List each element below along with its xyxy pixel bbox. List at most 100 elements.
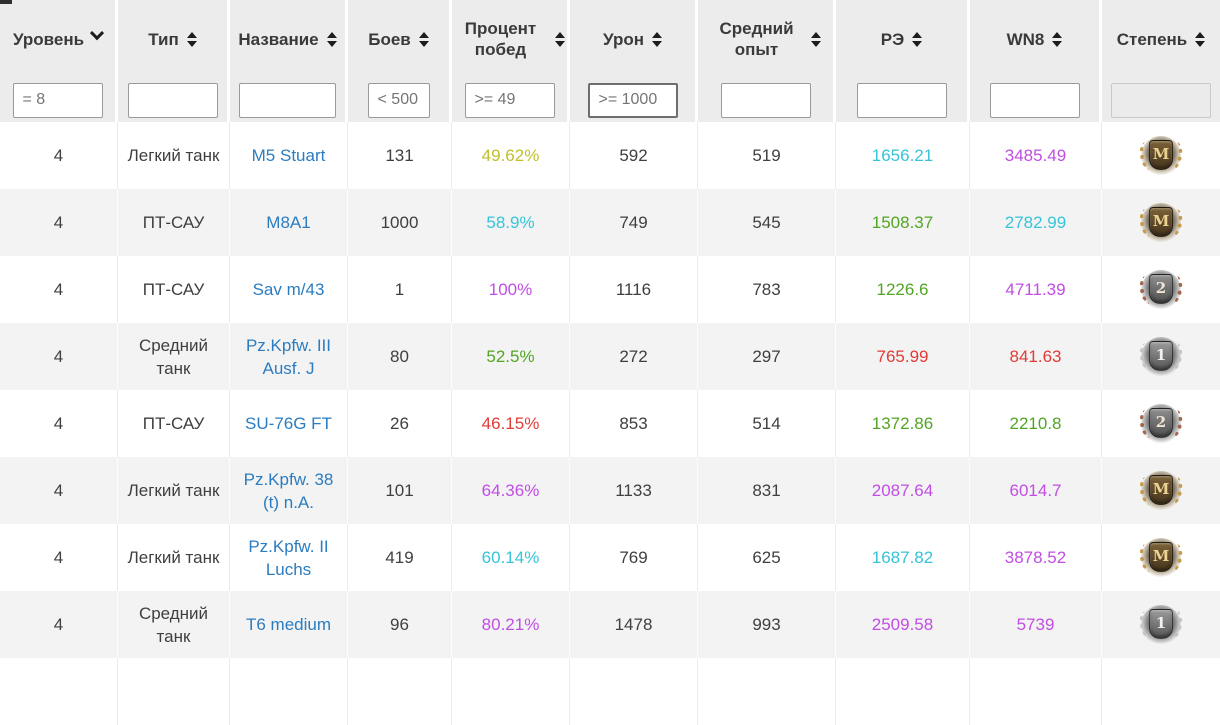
cell-wn8: 4711.39: [970, 256, 1102, 323]
cell-winrate: 80.21%: [452, 591, 570, 658]
cell-mastery: M: [1102, 524, 1220, 591]
badge-letter: M: [1152, 480, 1170, 498]
column-header-level[interactable]: Уровень: [0, 0, 118, 78]
cell-empty: [0, 658, 118, 725]
type-value: ПТ-САУ: [142, 280, 205, 299]
type-value: ПТ-САУ: [142, 213, 205, 232]
cell-mastery: 1: [1102, 591, 1220, 658]
level-value: 4: [53, 615, 64, 634]
tank-name-link[interactable]: SU-76G FT: [245, 414, 332, 433]
cell-avg-exp: 993: [698, 591, 836, 658]
column-header-label: Боев: [368, 29, 411, 49]
tank-name-link[interactable]: Pz.Kpfw. II Luchs: [248, 536, 329, 579]
column-header-wn8[interactable]: WN8: [970, 0, 1102, 78]
cell-type: Легкий танк: [118, 457, 230, 524]
column-header-mastery[interactable]: Степень: [1102, 0, 1220, 78]
column-header-label: Степень: [1116, 29, 1188, 49]
badge-shield: 2: [1149, 273, 1173, 304]
column-header-avg_exp[interactable]: Средний опыт: [698, 0, 836, 78]
cell-mastery: M: [1102, 457, 1220, 524]
filter-row: [0, 78, 1220, 122]
filter-cell-damage: [570, 78, 698, 122]
filter-input-avg_exp[interactable]: [720, 82, 811, 118]
column-header-winrate[interactable]: Процент побед: [452, 0, 570, 78]
damage-value: 1116: [615, 280, 652, 299]
cell-empty: [698, 658, 836, 725]
filter-input-type[interactable]: [127, 82, 218, 118]
column-header-type[interactable]: Тип: [118, 0, 230, 78]
badge-letter: M: [1152, 212, 1170, 230]
filter-cell-wn8: [970, 78, 1102, 122]
level-value: 4: [53, 548, 64, 567]
filter-input-winrate[interactable]: [464, 82, 555, 118]
level-value: 4: [53, 347, 64, 366]
cell-avg-exp: 831: [698, 457, 836, 524]
damage-value: 1478: [614, 615, 653, 634]
wn8-value: 3485.49: [1004, 146, 1067, 165]
sort-up-arrow: [186, 31, 197, 38]
tank-name-link[interactable]: T6 medium: [245, 615, 332, 634]
filter-input-mastery: [1111, 82, 1211, 118]
damage-value: 592: [619, 146, 648, 165]
cell-wn8: 5739: [970, 591, 1102, 658]
table-row: 4 ПТ-САУ M8A1 1000 58.9% 749 545 1508.37 2782.99…: [0, 189, 1220, 256]
tank-name-link[interactable]: Sav m/43: [252, 280, 325, 299]
badge-shield: 2: [1149, 407, 1173, 438]
wn8-value: 4711.39: [1005, 280, 1066, 299]
battles-value: 1: [394, 280, 405, 299]
cell-empty: [118, 658, 230, 725]
column-header-label: Уровень: [12, 29, 85, 49]
cell-name: SU-76G FT: [230, 390, 348, 457]
column-header-battles[interactable]: Боев: [348, 0, 452, 78]
cell-re: 765.99: [836, 323, 970, 390]
cell-level: 4: [0, 457, 118, 524]
winrate-value: 100%: [488, 280, 533, 299]
filter-cell-winrate: [452, 78, 570, 122]
cell-wn8: 3878.52: [970, 524, 1102, 591]
re-value: 1226.6: [876, 280, 929, 299]
column-header-damage[interactable]: Урон: [570, 0, 698, 78]
filter-cell-type: [118, 78, 230, 122]
cell-empty: [348, 658, 452, 725]
cell-damage: 1116: [570, 256, 698, 323]
sort-both-icon: [810, 31, 821, 47]
cell-battles: 96: [348, 591, 452, 658]
sort-down-arrow: [810, 40, 821, 47]
wn8-value: 2782.99: [1004, 213, 1067, 232]
cell-type: ПТ-САУ: [118, 390, 230, 457]
filter-input-battles[interactable]: [367, 82, 430, 118]
damage-value: 769: [619, 548, 648, 567]
battles-value: 101: [385, 481, 414, 500]
filter-input-damage[interactable]: [587, 82, 678, 118]
cell-name: Pz.Kpfw. II Luchs: [230, 524, 348, 591]
column-header-label: Название: [238, 29, 319, 49]
sort-down-arrow: [1195, 40, 1206, 47]
sort-up-arrow: [912, 31, 923, 38]
filter-input-wn8[interactable]: [989, 82, 1080, 118]
tank-name-link[interactable]: Pz.Kpfw. III Ausf. J: [245, 335, 332, 378]
tank-name-link[interactable]: M5 Stuart: [251, 146, 326, 165]
cell-empty: [1102, 658, 1220, 725]
filter-cell-mastery: [1102, 78, 1220, 122]
cell-avg-exp: 545: [698, 189, 836, 256]
tank-name-link[interactable]: Pz.Kpfw. 38 (t) n.A.: [243, 469, 334, 512]
level-value: 4: [53, 481, 64, 500]
sort-both-icon: [1052, 31, 1063, 47]
filter-input-name[interactable]: [239, 82, 336, 118]
filter-input-re[interactable]: [856, 82, 947, 118]
sort-up-arrow: [418, 31, 429, 38]
wn8-value: 5739: [1016, 615, 1055, 634]
badge-letter: 2: [1155, 279, 1167, 297]
cell-battles: 26: [348, 390, 452, 457]
sort-up-arrow: [1052, 31, 1063, 38]
avg-exp-value: 993: [752, 615, 781, 634]
column-header-name[interactable]: Название: [230, 0, 348, 78]
cell-damage: 749: [570, 189, 698, 256]
cell-avg-exp: 297: [698, 323, 836, 390]
cell-empty: [970, 658, 1102, 725]
filter-input-level[interactable]: [12, 82, 103, 118]
column-header-re[interactable]: РЭ: [836, 0, 970, 78]
cell-level: 4: [0, 390, 118, 457]
tank-name-link[interactable]: M8A1: [266, 213, 311, 232]
cell-mastery: 1: [1102, 323, 1220, 390]
